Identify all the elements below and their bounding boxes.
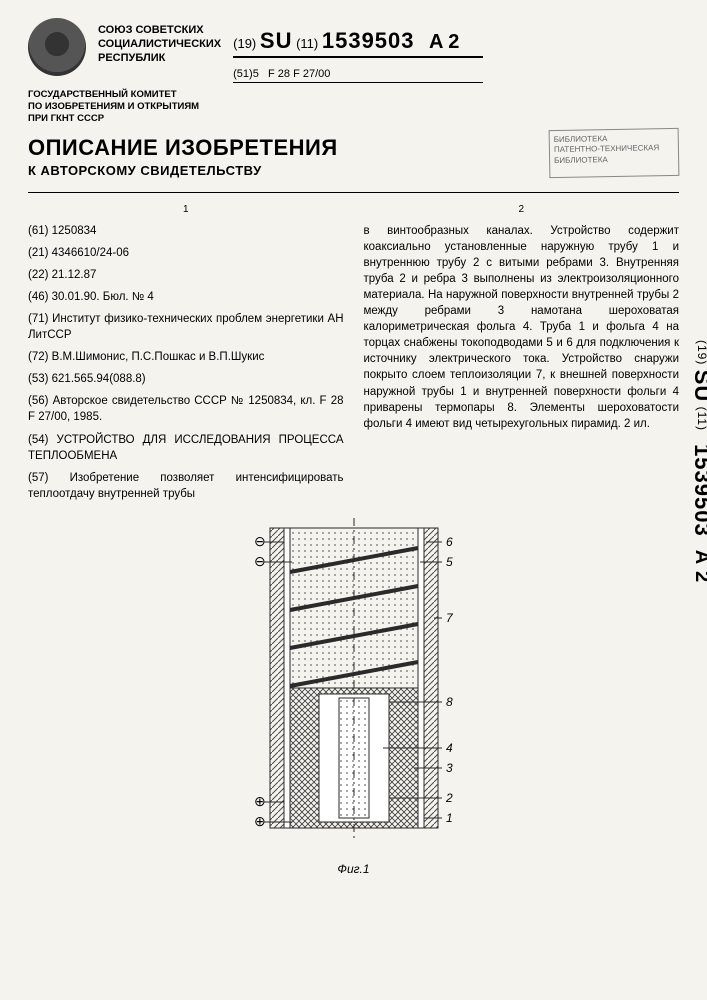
svg-text:2: 2 xyxy=(445,791,453,805)
field-71: (71) Институт физико-технических проблем… xyxy=(28,311,344,343)
svg-text:⊕: ⊕ xyxy=(254,813,266,829)
country-code: SU xyxy=(260,28,293,53)
column-1: 1 (61) 1250834 (21) 4346610/24-06 (22) 2… xyxy=(28,203,344,508)
publication-block: (19) SU (11) 1539503 A 2 (51)5 F 28 F 27… xyxy=(233,18,679,83)
field-19-prefix: (19) xyxy=(233,36,256,51)
side-country: SU xyxy=(690,370,707,403)
svg-text:3: 3 xyxy=(446,761,453,775)
union-label: СОЮЗ СОВЕТСКИХ СОЦИАЛИСТИЧЕСКИХ РЕСПУБЛИ… xyxy=(98,18,221,65)
svg-text:6: 6 xyxy=(446,535,453,549)
figure-1: ⊖ ⊖ ⊕ ⊕ 6 5 7 8 4 3 2 1 xyxy=(28,518,679,858)
publication-number-line: (19) SU (11) 1539503 A 2 xyxy=(233,28,483,58)
publication-number: 1539503 xyxy=(322,28,415,53)
svg-text:1: 1 xyxy=(446,811,453,825)
ipc-code: F 28 F 27/00 xyxy=(268,68,330,80)
kind-code: A 2 xyxy=(429,31,459,53)
horizontal-rule xyxy=(28,192,679,193)
field-54: (54) УСТРОЙСТВО ДЛЯ ИССЛЕДОВАНИЯ ПРОЦЕСС… xyxy=(28,432,344,464)
svg-text:⊕: ⊕ xyxy=(254,793,266,809)
field-61: (61) 1250834 xyxy=(28,223,344,239)
svg-text:7: 7 xyxy=(446,611,454,625)
svg-text:4: 4 xyxy=(446,741,453,755)
field-57: (57) Изобретение позволяет интенсифициро… xyxy=(28,470,344,502)
svg-text:⊖: ⊖ xyxy=(254,553,266,569)
field-53: (53) 621.565.94(088.8) xyxy=(28,371,344,387)
side-19: (19) xyxy=(695,340,707,365)
library-stamp: БИБЛИОТЕКА ПАТЕНТНО-ТЕХНИЧЕСКАЯ БИБЛИОТЕ… xyxy=(549,127,680,177)
side-publication-code: (19) SU (11) 1539503 A 2 xyxy=(689,340,707,583)
side-number: 1539503 xyxy=(690,444,707,537)
col1-number: 1 xyxy=(28,203,344,217)
committee-label: ГОСУДАРСТВЕННЫЙ КОМИТЕТ ПО ИЗОБРЕТЕНИЯМ … xyxy=(28,89,679,125)
svg-text:8: 8 xyxy=(446,695,453,709)
biblio-columns: 1 (61) 1250834 (21) 4346610/24-06 (22) 2… xyxy=(28,203,679,508)
column-2: 2 в винтообразных каналах. Устройство со… xyxy=(364,203,680,508)
side-11: (11) xyxy=(695,407,707,431)
side-kind: A 2 xyxy=(691,550,707,583)
field-72: (72) В.М.Шимонис, П.С.Пошкас и В.П.Шукис xyxy=(28,349,344,365)
col2-number: 2 xyxy=(364,203,680,217)
field-11-prefix: (11) xyxy=(296,36,318,51)
abstract-continuation: в винтообразных каналах. Устройство соде… xyxy=(364,223,680,432)
field-22: (22) 21.12.87 xyxy=(28,267,344,283)
title-block: ОПИСАНИЕ ИЗОБРЕТЕНИЯ К АВТОРСКОМУ СВИДЕТ… xyxy=(28,135,679,178)
field-56: (56) Авторское свидетельство СССР № 1250… xyxy=(28,393,344,425)
svg-text:5: 5 xyxy=(446,555,453,569)
ipc-line: (51)5 F 28 F 27/00 xyxy=(233,68,483,83)
field-46: (46) 30.01.90. Бюл. № 4 xyxy=(28,289,344,305)
field-21: (21) 4346610/24-06 xyxy=(28,245,344,261)
ipc-prefix: (51)5 xyxy=(233,68,259,80)
header: СОЮЗ СОВЕТСКИХ СОЦИАЛИСТИЧЕСКИХ РЕСПУБЛИ… xyxy=(28,18,679,83)
ussr-emblem-icon xyxy=(28,18,86,76)
patent-page: СОЮЗ СОВЕТСКИХ СОЦИАЛИСТИЧЕСКИХ РЕСПУБЛИ… xyxy=(0,0,707,1000)
svg-text:⊖: ⊖ xyxy=(254,533,266,549)
figure-caption: Фиг.1 xyxy=(28,862,679,876)
figure-svg: ⊖ ⊖ ⊕ ⊕ 6 5 7 8 4 3 2 1 xyxy=(224,518,484,858)
